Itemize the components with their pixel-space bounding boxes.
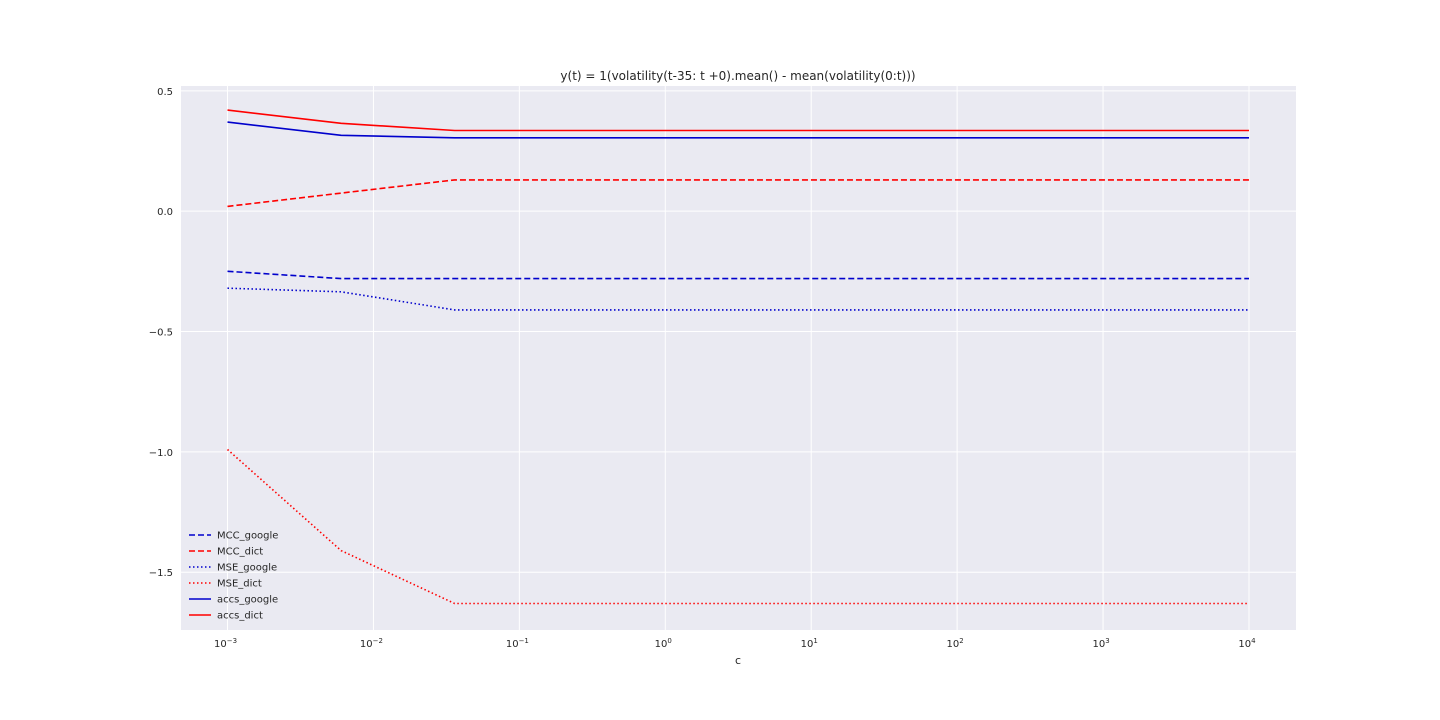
x-tick-exponent: 4 (1251, 637, 1256, 645)
x-tick-base: 10 (1092, 639, 1105, 650)
x-tick-exponent: −1 (519, 637, 529, 645)
series-lines (226, 109, 1249, 605)
x-tick-exponent: −3 (227, 637, 237, 645)
x-tick-label: 10−3 (214, 637, 237, 650)
legend-label: MCC_google (217, 531, 278, 542)
legend-label: MSE_google (217, 563, 277, 574)
x-tick-base: 10 (506, 639, 519, 650)
y-axis-ticks: 0.5 0.0 −0.5 −1.0 −1.5 (149, 87, 173, 579)
y-tick-label: 0.5 (157, 87, 173, 98)
y-tick-label: −1.0 (149, 448, 173, 459)
x-tick-base: 10 (947, 639, 960, 650)
x-tick-base: 10 (360, 639, 373, 650)
x-axis-label: c (735, 654, 741, 667)
x-tick-base: 10 (655, 639, 668, 650)
legend-label: accs_google (217, 595, 278, 606)
series-line-accs-google (227, 121, 1249, 139)
series-line-accs-dict (227, 109, 1249, 132)
grid (181, 86, 1296, 630)
x-axis-ticks: 10−3 10−2 10−1 100 101 102 103 104 (214, 637, 1256, 650)
legend-label: MCC_dict (217, 547, 263, 558)
x-tick-exponent: −2 (373, 637, 383, 645)
x-tick-label: 102 (947, 637, 964, 650)
y-tick-label: 0.0 (157, 207, 173, 218)
x-tick-exponent: 2 (959, 637, 963, 645)
legend-label: MSE_dict (217, 579, 262, 590)
plot-area (181, 86, 1296, 630)
y-tick-label: −0.5 (149, 328, 173, 339)
x-tick-label: 100 (655, 637, 672, 650)
x-tick-base: 10 (214, 639, 227, 650)
x-tick-exponent: 1 (813, 637, 817, 645)
series-line-mcc-dict (227, 179, 1249, 208)
x-tick-exponent: 0 (667, 637, 671, 645)
legend-label: accs_dict (217, 611, 263, 622)
x-tick-label: 104 (1238, 637, 1256, 650)
x-tick-base: 10 (801, 639, 814, 650)
series-line-mse-google (227, 287, 1249, 311)
chart-title: y(t) = 1(volatility(t-35: t +0).mean() -… (560, 69, 915, 83)
x-tick-exponent: 3 (1105, 637, 1109, 645)
x-tick-label: 10−1 (506, 637, 529, 650)
x-tick-label: 10−2 (360, 637, 383, 650)
series-line-mcc-google (227, 270, 1249, 280)
x-tick-label: 101 (801, 637, 818, 650)
series-line-mse-dict (226, 448, 1249, 605)
legend: MCC_google MCC_dict MSE_google MSE_dictaccs… (189, 531, 278, 622)
x-tick-label: 103 (1092, 637, 1109, 650)
x-tick-base: 10 (1238, 639, 1251, 650)
y-tick-label: −1.5 (149, 568, 173, 579)
